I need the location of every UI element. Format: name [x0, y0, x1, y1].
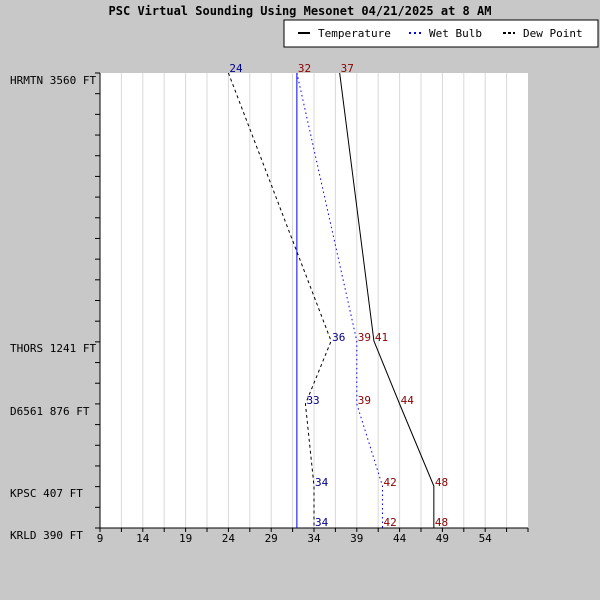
station-label: HRMTN 3560 FT: [10, 74, 96, 87]
x-tick-label: 19: [179, 532, 192, 545]
x-tick-label: 14: [136, 532, 150, 545]
legend-label: Temperature: [318, 27, 391, 40]
data-label: 36: [332, 331, 345, 344]
data-label: 48: [435, 516, 448, 529]
data-label: 39: [358, 331, 371, 344]
data-label: 34: [315, 476, 329, 489]
series-line-dew-point: [227, 72, 332, 528]
x-tick-label: 29: [265, 532, 278, 545]
station-label: KPSC 407 FT: [10, 487, 83, 500]
x-tick-label: 44: [393, 532, 407, 545]
station-label: THORS 1241 FT: [10, 342, 96, 355]
series-line-wet-bulb: [296, 72, 383, 528]
data-label: 42: [383, 516, 396, 529]
x-tick-label: 9: [97, 532, 104, 545]
data-label: 24: [229, 62, 243, 75]
data-label: 32: [298, 62, 311, 75]
data-label: 34: [315, 516, 329, 529]
data-label: 48: [435, 476, 448, 489]
data-label: 33: [306, 394, 319, 407]
data-label: 41: [375, 331, 388, 344]
legend: Temperature Wet Bulb Dew Point: [283, 19, 599, 48]
x-tick-label: 54: [479, 532, 493, 545]
x-tick-label: 34: [307, 532, 321, 545]
x-tick-label: 39: [350, 532, 363, 545]
station-label: KRLD 390 FT: [10, 529, 83, 542]
x-tick-label: 49: [436, 532, 449, 545]
x-tick-label: 24: [222, 532, 236, 545]
data-label: 42: [383, 476, 396, 489]
data-label: 37: [341, 62, 354, 75]
chart-title: PSC Virtual Sounding Using Mesonet 04/21…: [109, 4, 492, 18]
data-label: 39: [358, 394, 371, 407]
legend-label: Wet Bulb: [429, 27, 482, 40]
series-line-temperature: [339, 72, 435, 528]
legend-label: Dew Point: [523, 27, 583, 40]
legend-box: [283, 19, 599, 48]
data-label: 44: [401, 394, 415, 407]
station-label: D6561 876 FT: [10, 405, 90, 418]
